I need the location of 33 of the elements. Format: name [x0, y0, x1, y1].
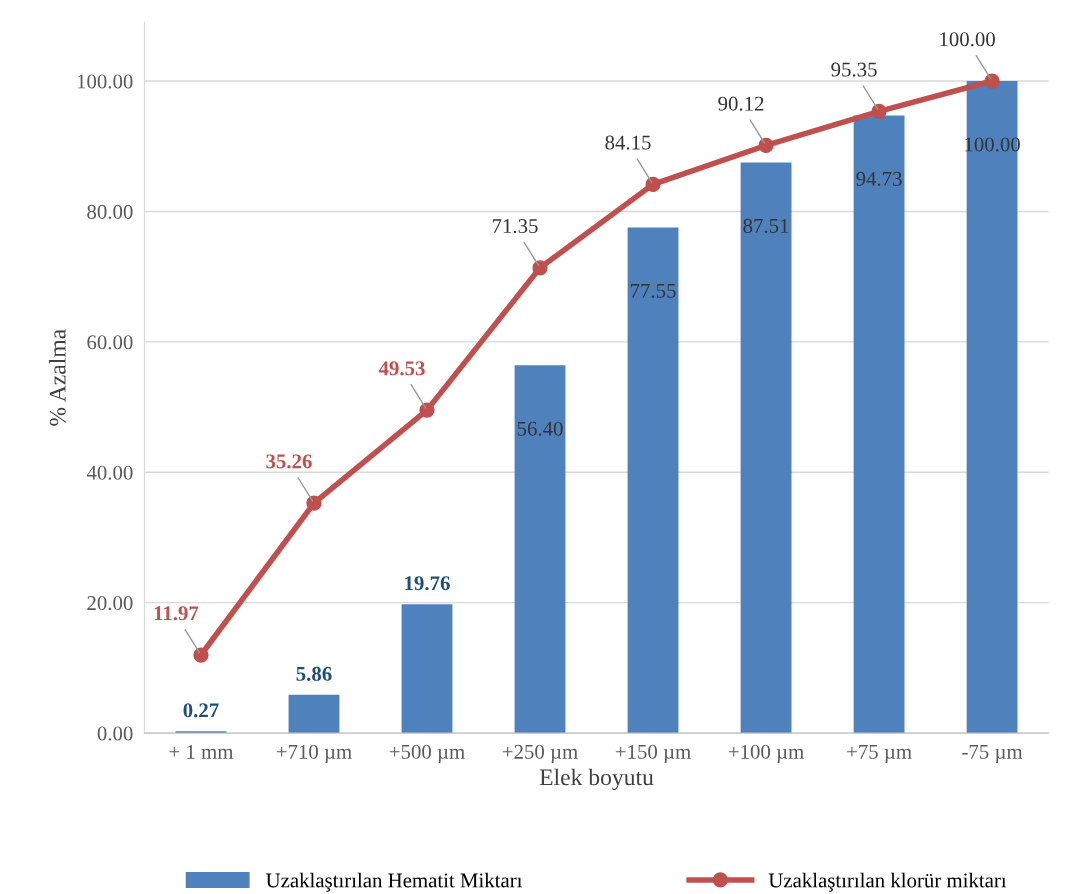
- x-tick-label: -75 µm: [962, 745, 1023, 764]
- y-axis-title: % Azalma: [49, 329, 66, 426]
- x-tick-label: +250 µm: [502, 744, 578, 764]
- data-label: 71.35: [492, 219, 538, 234]
- data-label: 95.35: [831, 62, 877, 77]
- data-label: 90.12: [718, 96, 764, 111]
- data-label: 0.27: [183, 703, 219, 718]
- data-label: 84.15: [605, 135, 651, 150]
- data-label: 19.76: [405, 576, 450, 591]
- legend-label: Uzaklaştırılan Hematit Miktarı: [266, 872, 523, 892]
- y-tick-label: 40.00: [86, 465, 133, 480]
- data-label: 5.86: [296, 666, 332, 681]
- y-tick-label: 20.00: [87, 596, 133, 611]
- x-tick-label: +100 µm: [728, 744, 804, 764]
- x-tick-label: +75 µm: [847, 745, 912, 764]
- x-tick-label: + 1 mm: [169, 744, 234, 759]
- y-tick-label: 80.00: [87, 204, 133, 219]
- data-label: 56.40: [517, 421, 563, 436]
- data-label: 94.73: [856, 171, 902, 186]
- data-label: 35.26: [266, 454, 312, 469]
- data-label: 87.51: [743, 218, 789, 233]
- data-label: 11.97: [154, 606, 199, 621]
- data-label: 77.55: [630, 283, 676, 298]
- x-axis-title: Elek boyutu: [539, 768, 654, 791]
- data-label: 49.53: [378, 361, 425, 376]
- y-tick-label: 0.00: [97, 726, 133, 741]
- data-label: 100.00: [940, 32, 995, 47]
- x-tick-label: +150 µm: [615, 744, 691, 764]
- legend-label: Uzaklaştırılan klorür miktarı: [768, 872, 1007, 892]
- x-tick-label: +710 µm: [276, 744, 352, 764]
- y-tick-label: 60.00: [87, 335, 133, 350]
- x-tick-label: +500 µm: [389, 744, 465, 764]
- y-tick-label: 100.00: [77, 74, 133, 89]
